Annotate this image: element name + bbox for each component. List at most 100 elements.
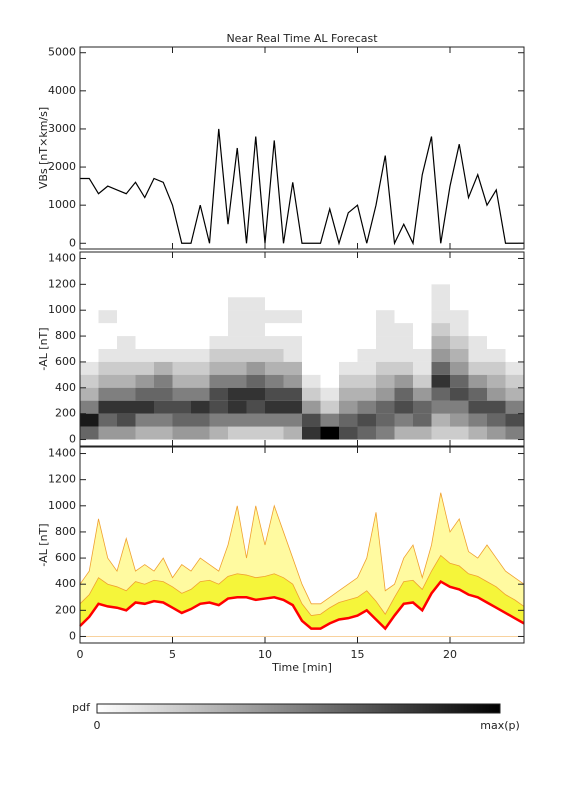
pdf-cell [487, 374, 506, 388]
pdf-cell [117, 349, 136, 362]
pdf-cell [210, 284, 229, 297]
pdf-cell [172, 374, 191, 388]
pdf-cell [487, 336, 506, 349]
pdf-cell [172, 349, 191, 362]
pdf-cell [302, 413, 321, 427]
pdf-cell [468, 387, 487, 401]
pdf-cell [395, 310, 414, 323]
y-tick-label: 4000 [48, 84, 76, 97]
pdf-cell [228, 297, 247, 311]
pdf-cell [302, 400, 321, 414]
pdf-cell [284, 297, 303, 310]
x-tick-label: 10 [258, 648, 272, 661]
pdf-cell [357, 349, 376, 362]
pdf-cell [450, 426, 469, 440]
pdf-cell [376, 310, 395, 324]
chart-title: Near Real Time AL Forecast [226, 32, 378, 45]
pdf-cell [469, 284, 488, 297]
pdf-cell [173, 323, 192, 336]
pdf-cell [487, 387, 506, 401]
y-tick-label: 2000 [48, 160, 76, 173]
pdf-cell [357, 400, 376, 414]
pdf-cell [99, 284, 118, 297]
pdf-cell [321, 284, 340, 297]
pdf-cell [506, 323, 525, 336]
pdf-cell [154, 400, 173, 414]
pdf-cell [284, 323, 303, 336]
pdf-cell [468, 374, 487, 388]
pdf-cell [413, 284, 432, 297]
pdf-cell [191, 323, 210, 336]
pdf-cell [154, 284, 173, 297]
pdf-cell [321, 362, 340, 375]
pdf-cell [265, 284, 284, 297]
pdf-cell [302, 284, 321, 297]
pdf-cell [357, 426, 376, 440]
pdf-cell [191, 387, 210, 401]
pdf-cell [339, 310, 358, 323]
pdf-cell [450, 284, 469, 297]
pdf-cell [413, 387, 432, 401]
y-tick-label: 200 [55, 603, 76, 616]
pdf-cell [468, 361, 487, 375]
pdf-cell [505, 361, 524, 375]
pdf-cell [98, 400, 117, 414]
pdf-cell [209, 374, 228, 388]
pdf-cell [154, 297, 173, 310]
pdf-cell [413, 426, 432, 440]
plot-frame [79, 251, 525, 447]
pdf-cell [117, 284, 136, 297]
pdf-cell [431, 284, 450, 298]
pdf-cell [376, 374, 395, 388]
pdf-cell [431, 361, 450, 375]
pdf-cell [413, 361, 432, 375]
pdf-cell [321, 349, 340, 362]
pdf-cell [80, 297, 99, 310]
pdf-cell [246, 323, 265, 337]
pdf-cell [450, 323, 469, 337]
pdf-cell [117, 297, 136, 310]
pdf-cell [506, 310, 525, 323]
pdf-cell [358, 310, 377, 323]
pdf-cell [357, 361, 376, 375]
pdf-cell [302, 349, 321, 362]
plot-frame [79, 446, 525, 644]
pdf-cell [80, 323, 99, 336]
pdf-cell [246, 361, 265, 375]
pdf-cell [339, 387, 358, 401]
pdf-cell [431, 323, 450, 337]
pdf-cell [265, 413, 284, 427]
pdf-cell [468, 400, 487, 414]
pdf-cell [283, 336, 302, 349]
pdf-cell [413, 413, 432, 427]
y-tick-label: 800 [55, 329, 76, 342]
pdf-cell [228, 284, 247, 297]
pdf-cell [228, 310, 247, 324]
pdf-cell [172, 387, 191, 401]
pdf-cell [431, 374, 450, 388]
pdf-cell [431, 400, 450, 414]
pdf-cell [191, 349, 210, 362]
pdf-cell [228, 413, 247, 427]
pdf-cell [117, 336, 136, 349]
pdf-cell [172, 426, 191, 440]
pdf-cell [469, 310, 488, 323]
pdf-cell [117, 310, 136, 323]
pdf-cell [357, 387, 376, 401]
pdf-cell [339, 413, 358, 427]
pdf-cell [339, 297, 358, 310]
pdf-cell [136, 297, 155, 310]
pdf-cell [154, 361, 173, 375]
pdf-cell [358, 297, 377, 310]
pdf-cell [321, 336, 340, 349]
pdf-cell [395, 284, 414, 297]
colorbar [96, 703, 501, 714]
pdf-cell [191, 310, 210, 323]
x-tick-label: 20 [443, 648, 457, 661]
pdf-cell [191, 374, 210, 388]
pdf-cell [468, 426, 487, 440]
y-tick-label: 1000 [48, 198, 76, 211]
pdf-cell [228, 374, 247, 388]
pdf-cell [413, 400, 432, 414]
